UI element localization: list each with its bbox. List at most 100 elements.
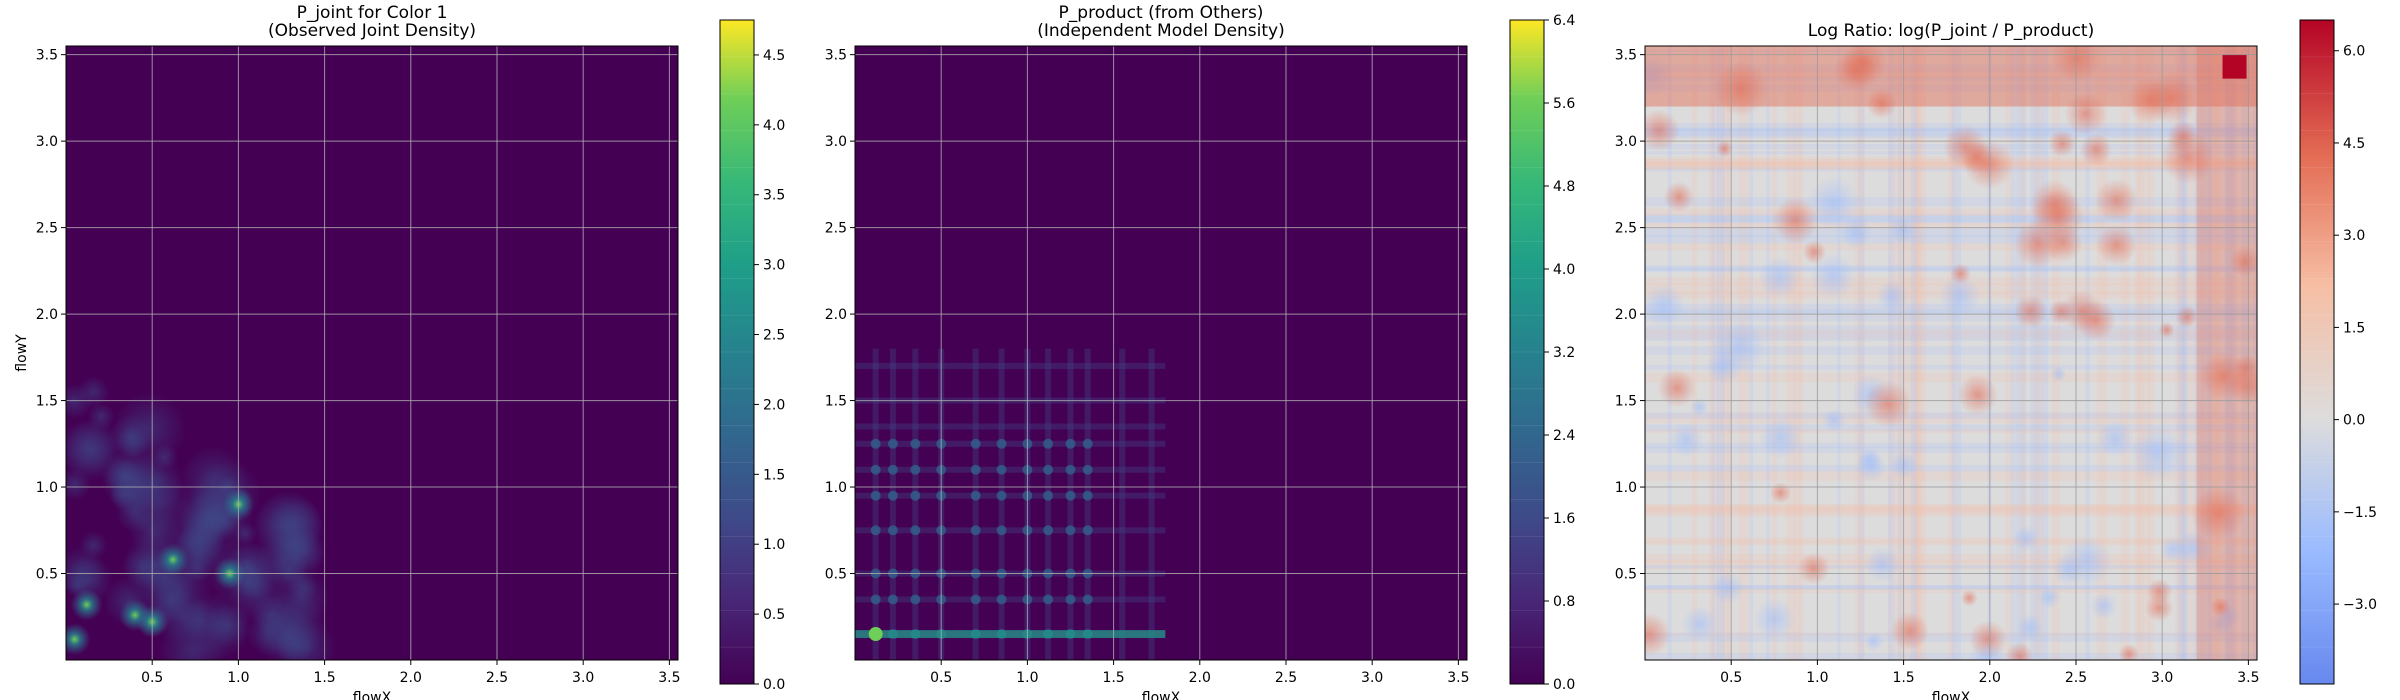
colorbar-tick-label: 0.8 [1553, 594, 1575, 610]
colorbar-tick-label: 2.5 [763, 328, 785, 344]
colorbar-tick-label: 0.0 [1553, 677, 1575, 693]
colorbar-tick-label: 0.0 [2343, 413, 2365, 429]
density-blob [288, 571, 318, 602]
density-stripe-y [855, 423, 1166, 430]
colorbar-tick-label: 4.0 [1553, 262, 1575, 278]
chart-subtitle: (Observed Joint Density) [268, 21, 476, 41]
ratio-stripe-y [1645, 208, 2257, 216]
density-node [1043, 438, 1054, 449]
colorbar: 0.0 0.5 1.0 1.5 2.0 2.5 3.0 3.5 4.0 4.5 [719, 19, 785, 693]
ratio-blob [2052, 46, 2103, 83]
density-node [910, 594, 921, 605]
density-node [887, 594, 898, 605]
ratio-stripe-x [2241, 46, 2248, 660]
ratio-blob [1769, 482, 1792, 504]
plot-area [855, 46, 1467, 660]
ratio-blob [1863, 546, 1900, 583]
y-tick-label: 1.5 [1615, 394, 1637, 410]
x-axis-label: flowX [1932, 690, 1971, 700]
ratio-stripe-x [2120, 46, 2130, 660]
colorbar-tick-label: 0.0 [763, 677, 785, 693]
density-node [910, 464, 921, 475]
ratio-blob [2229, 245, 2257, 278]
density-node [887, 438, 898, 449]
ratio-stripe-x [2175, 46, 2185, 660]
ratio-stripe-x [2208, 46, 2212, 660]
colorbar-tick-label: 1.5 [763, 467, 785, 483]
ratio-stripe-x [2199, 46, 2203, 660]
x-tick-label: 3.5 [2237, 670, 2259, 686]
density-peak [66, 623, 91, 656]
ratio-stripe-y [1645, 243, 2257, 251]
ratio-stripe-y [1645, 213, 2257, 223]
x-tick-label: 3.0 [2151, 670, 2173, 686]
colorbar-gradient [2299, 19, 2335, 685]
density-node [1082, 490, 1093, 501]
colorbar-tick-label: 2.4 [1553, 428, 1575, 444]
ratio-stripe-x [2200, 46, 2211, 660]
ratio-stripe-y [1645, 559, 2257, 570]
ratio-stripe-x [2010, 46, 2015, 660]
density-node [1043, 464, 1054, 475]
ratio-blob [1969, 640, 2006, 660]
density-stripe-x [1084, 348, 1091, 660]
ratio-stripe-y [1645, 329, 2257, 339]
y-tick-label: 2.0 [825, 307, 847, 323]
chart-title: P_product (from Others) [1059, 3, 1264, 23]
density-stripe-y [855, 527, 1166, 534]
ratio-stripe-x [2194, 46, 2199, 660]
ratio-blob [2037, 585, 2061, 609]
ratio-stripe-x [2135, 46, 2144, 660]
y-tick-label: 0.5 [825, 567, 847, 583]
ratio-stripe-x [1916, 46, 1927, 660]
ratio-stripe-x [2186, 46, 2197, 660]
density-node [887, 490, 898, 501]
ratio-stripe-y [1645, 553, 2257, 563]
colorbar-tick-label: −3.0 [2343, 597, 2377, 613]
colorbar-tick-label: 4.8 [1553, 179, 1575, 195]
ratio-blob [1759, 417, 1802, 460]
y-tick-label: 2.0 [1615, 307, 1637, 323]
ratio-top-band [1645, 46, 2257, 107]
ratio-blob [1797, 552, 1830, 585]
ratio-blob [1689, 397, 1709, 417]
ratio-stripe-y [1645, 314, 2257, 322]
x-tick-label: 3.5 [1447, 670, 1469, 686]
density-node [1065, 594, 1076, 605]
colorbar-tick-label: 4.5 [2343, 136, 2365, 152]
y-tick-label: 2.5 [825, 221, 847, 237]
ratio-blob [2079, 133, 2112, 166]
density-node [1043, 490, 1054, 501]
ratio-stripe-x [1785, 46, 1796, 660]
ratio-stripe-y [1645, 235, 2257, 244]
density-node [887, 464, 898, 475]
x-tick-label: 2.0 [1979, 670, 2001, 686]
colorbar-gradient [1509, 19, 1545, 685]
density-node [970, 464, 981, 475]
density-blob [110, 473, 153, 516]
ratio-stripe-x [1793, 46, 1801, 660]
ratio-stripe-y [1645, 446, 2257, 453]
density-stripe-y [855, 596, 1166, 603]
density-node [910, 525, 921, 536]
ratio-blob [1957, 374, 1999, 416]
y-tick-label: 1.0 [1615, 480, 1637, 496]
x-tick-label: 0.5 [1720, 670, 1742, 686]
ratio-stripe-x [2052, 46, 2061, 660]
colorbar-tick-label: 5.6 [1553, 96, 1575, 112]
y-tick-label: 3.5 [36, 48, 58, 64]
density-node [1065, 464, 1076, 475]
ratio-blob [2207, 610, 2234, 637]
ratio-stripe-y [1645, 222, 2257, 229]
y-tick-label: 1.0 [825, 480, 847, 496]
x-tick-label: 2.5 [2065, 670, 2087, 686]
ratio-blob [1681, 605, 1718, 643]
ratio-stripe-y [1645, 412, 2257, 424]
ratio-stripe-y [1645, 76, 2257, 82]
colorbar-tick-label: −1.5 [2343, 505, 2377, 521]
colorbar-tick-label: 0.5 [763, 607, 785, 623]
y-tick-label: 3.0 [1615, 134, 1637, 150]
density-node [996, 464, 1007, 475]
ratio-stripe-x [2177, 46, 2188, 660]
